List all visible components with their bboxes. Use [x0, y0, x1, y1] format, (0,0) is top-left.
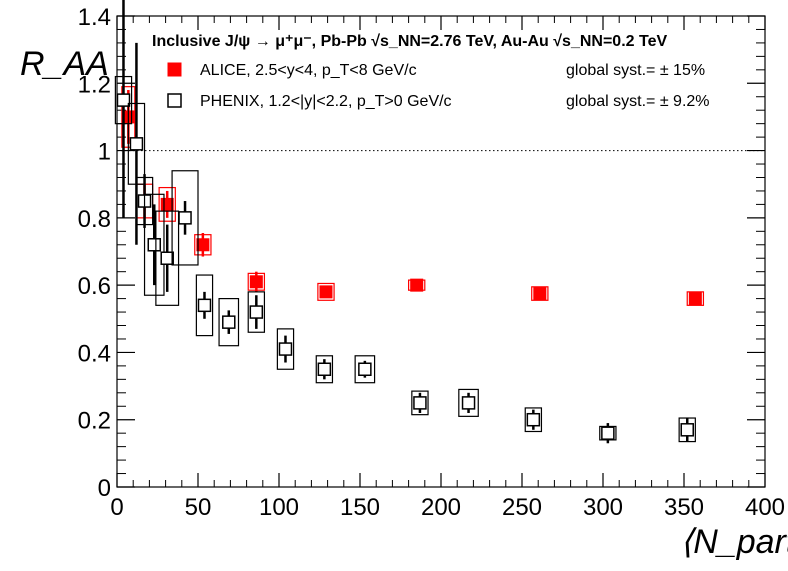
data-point-alice [319, 285, 333, 299]
data-point-phenix [358, 362, 372, 376]
data-point-alice [410, 278, 424, 292]
legend-marker-alice [167, 62, 182, 77]
legend-label-alice: ALICE, 2.5<y<4, p_T<8 GeV/c [200, 62, 417, 79]
data-point-phenix [249, 305, 264, 319]
data-point-phenix [461, 396, 476, 410]
y-tick-label: 1 [98, 139, 111, 166]
x-tick-label: 50 [185, 494, 212, 521]
sys-box-phenix [247, 291, 266, 333]
data-point-alice [688, 292, 702, 306]
data-point-alice [249, 275, 263, 289]
data-point-phenix [278, 342, 293, 356]
data-point-phenix [317, 362, 332, 376]
data-point-alice [196, 238, 210, 252]
legend-marker-phenix [167, 93, 182, 108]
sys-box-phenix [524, 407, 543, 433]
data-point-phenix [413, 396, 427, 410]
x-tick-label: 300 [583, 494, 623, 521]
sys-box-phenix [171, 170, 199, 266]
sys-box-alice [686, 291, 705, 306]
sys-box-alice [158, 186, 176, 222]
data-point-phenix [601, 426, 615, 440]
sys-box-phenix [155, 210, 180, 306]
data-point-phenix [526, 412, 541, 427]
x-tick-label: 0 [110, 494, 123, 521]
y-tick-label: 0.6 [78, 273, 111, 300]
y-tick-label: 0.8 [78, 206, 111, 233]
data-point-alice [160, 197, 174, 211]
legend-syst-phenix: global syst.= ± 9.2% [566, 93, 710, 110]
legend-syst-alice: global syst.= ± 15% [566, 62, 705, 79]
legend: ALICE, 2.5<y<4, p_T<8 GeV/c global syst.… [167, 62, 710, 110]
x-tick-label: 250 [502, 494, 542, 521]
x-tick-label: 400 [745, 494, 785, 521]
sys-box-phenix [458, 388, 479, 417]
y-tick-label: 1.2 [78, 71, 111, 98]
x-tick-label: 350 [664, 494, 704, 521]
sys-box-phenix [315, 355, 334, 384]
y-tick-label: 0 [98, 475, 111, 502]
x-tick-label: 100 [259, 494, 299, 521]
data-point-phenix [160, 251, 174, 265]
sys-box-alice [531, 286, 549, 301]
data-point-phenix [197, 298, 212, 313]
plot-area: 0 50 100 150 200 250 300 350 400 0 0.2 0.4 0.6 0.8 1 1.… [78, 0, 785, 521]
plot-frame [116, 15, 766, 488]
sys-box-alice [317, 282, 335, 301]
data-point-alice [533, 287, 547, 301]
data-point-phenix [222, 315, 236, 329]
data-point-phenix [178, 211, 192, 225]
y-tick-label: 0.4 [78, 340, 111, 367]
y-axis-title: R_AA [20, 45, 109, 83]
chart-header: Inclusive J/ψ → μ⁺μ⁻, Pb-Pb √s_NN=2.76 T… [152, 33, 667, 50]
x-tick-label: 200 [421, 494, 461, 521]
data-point-phenix [680, 423, 694, 437]
sys-box-phenix [276, 328, 295, 370]
x-tick-label: 150 [340, 494, 380, 521]
y-tick-label: 0.2 [78, 408, 111, 435]
data-point-phenix [116, 93, 131, 107]
data-point-phenix [147, 238, 162, 252]
sys-box-phenix [195, 274, 214, 337]
sys-box-phenix [411, 390, 429, 416]
data-point-phenix [129, 137, 144, 151]
x-axis-title: ⟨N_part⟩ [680, 523, 788, 561]
sys-box-phenix [143, 193, 165, 296]
legend-label-phenix: PHENIX, 1.2<|y|<2.2, p_T>0 GeV/c [200, 93, 452, 110]
sys-box-phenix [354, 355, 376, 384]
y-tick-label: 1.4 [78, 4, 111, 31]
sys-box-phenix [218, 298, 240, 347]
